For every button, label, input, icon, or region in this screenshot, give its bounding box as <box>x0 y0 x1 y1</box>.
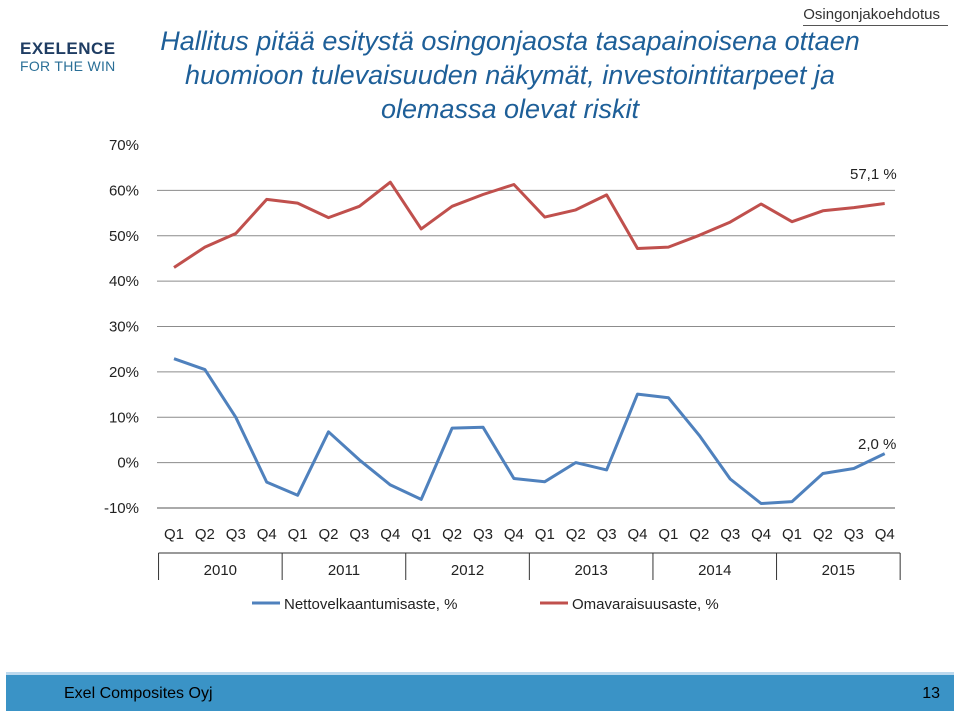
x-tick-label: Q4 <box>875 526 895 543</box>
page-number: 13 <box>922 685 940 702</box>
x-year-label: 2012 <box>451 562 484 579</box>
legend-entry-1: Nettovelkaantumisaste, % <box>284 596 457 613</box>
legend-entry-2: Omavaraisuusaste, % <box>572 596 719 613</box>
x-tick-label: Q3 <box>720 526 740 543</box>
company-logo: EXELENCE FOR THE WIN <box>20 39 120 75</box>
x-tick-label: Q1 <box>658 526 678 543</box>
logo-text-top: EXELENCE <box>20 39 116 58</box>
y-tick-label: 20% <box>109 364 139 381</box>
x-tick-label: Q2 <box>689 526 709 543</box>
end-value-label-2: 57,1 % <box>850 166 897 183</box>
y-tick-label: 0% <box>117 455 139 472</box>
x-tick-label: Q4 <box>504 526 524 543</box>
x-tick-label: Q1 <box>535 526 555 543</box>
x-tick-label: Q2 <box>566 526 586 543</box>
x-tick-label: Q4 <box>751 526 771 543</box>
x-tick-label: Q1 <box>164 526 184 543</box>
series-line-1 <box>173 357 886 505</box>
x-tick-label: Q1 <box>288 526 308 543</box>
x-tick-label: Q1 <box>411 526 431 543</box>
y-tick-label: -10% <box>104 500 139 517</box>
x-tick-label: Q2 <box>813 526 833 543</box>
x-tick-label: Q4 <box>627 526 647 543</box>
x-tick-label: Q4 <box>257 526 277 543</box>
x-tick-label: Q2 <box>318 526 338 543</box>
chart-legend: Nettovelkaantumisaste, % Omavaraisuusaste… <box>252 596 719 613</box>
page-title: Hallitus pitää esitystä osingonjaosta ta… <box>160 26 860 124</box>
y-tick-label: 40% <box>109 273 139 290</box>
y-tick-label: 70% <box>109 137 139 154</box>
chart-gridlines <box>157 189 895 464</box>
x-tick-label: Q3 <box>473 526 493 543</box>
y-tick-label: 10% <box>109 409 139 426</box>
x-tick-label: Q2 <box>442 526 462 543</box>
x-year-label: 2015 <box>822 562 855 579</box>
x-year-label: 2010 <box>204 562 237 579</box>
x-tick-label: Q3 <box>844 526 864 543</box>
y-tick-label: 30% <box>109 319 139 336</box>
series-end-labels: 2,0 % 57,1 % <box>850 166 897 453</box>
x-tick-label: Q4 <box>380 526 400 543</box>
line-chart: -10% 0% 10% 20% 30% 40% 50% 60% 70% Q1 Q2 Q3 Q4 Q1 Q2… <box>104 137 901 613</box>
footer-company: Exel Composites Oyj <box>64 685 213 702</box>
x-tick-label: Q3 <box>597 526 617 543</box>
x-year-label: 2011 <box>328 562 360 579</box>
x-tick-label: Q2 <box>195 526 215 543</box>
chart-series <box>173 180 886 505</box>
y-tick-label: 50% <box>109 228 139 245</box>
x-tick-label: Q3 <box>349 526 369 543</box>
footer-bar: Exel Composites Oyj 13 <box>6 672 954 711</box>
series-line-2 <box>173 180 885 269</box>
x-year-label: 2013 <box>574 562 607 579</box>
x-tick-label: Q3 <box>226 526 246 543</box>
x-tick-label: Q1 <box>782 526 802 543</box>
y-axis-tick-labels: -10% 0% 10% 20% 30% 40% 50% 60% 70% <box>104 137 139 517</box>
x-year-label: 2014 <box>698 562 731 579</box>
y-tick-label: 60% <box>109 182 139 199</box>
logo-text-bottom: FOR THE WIN <box>20 58 116 74</box>
end-value-label-1: 2,0 % <box>858 436 896 453</box>
x-axis: Q1 Q2 Q3 Q4 Q1 Q2 Q3 Q4 Q1 Q2 Q3 Q4 Q1 Q2 Q3 Q4 Q1 Q2 Q3 Q4… <box>157 507 901 580</box>
section-label: Osingonjakoehdotus <box>803 4 948 26</box>
